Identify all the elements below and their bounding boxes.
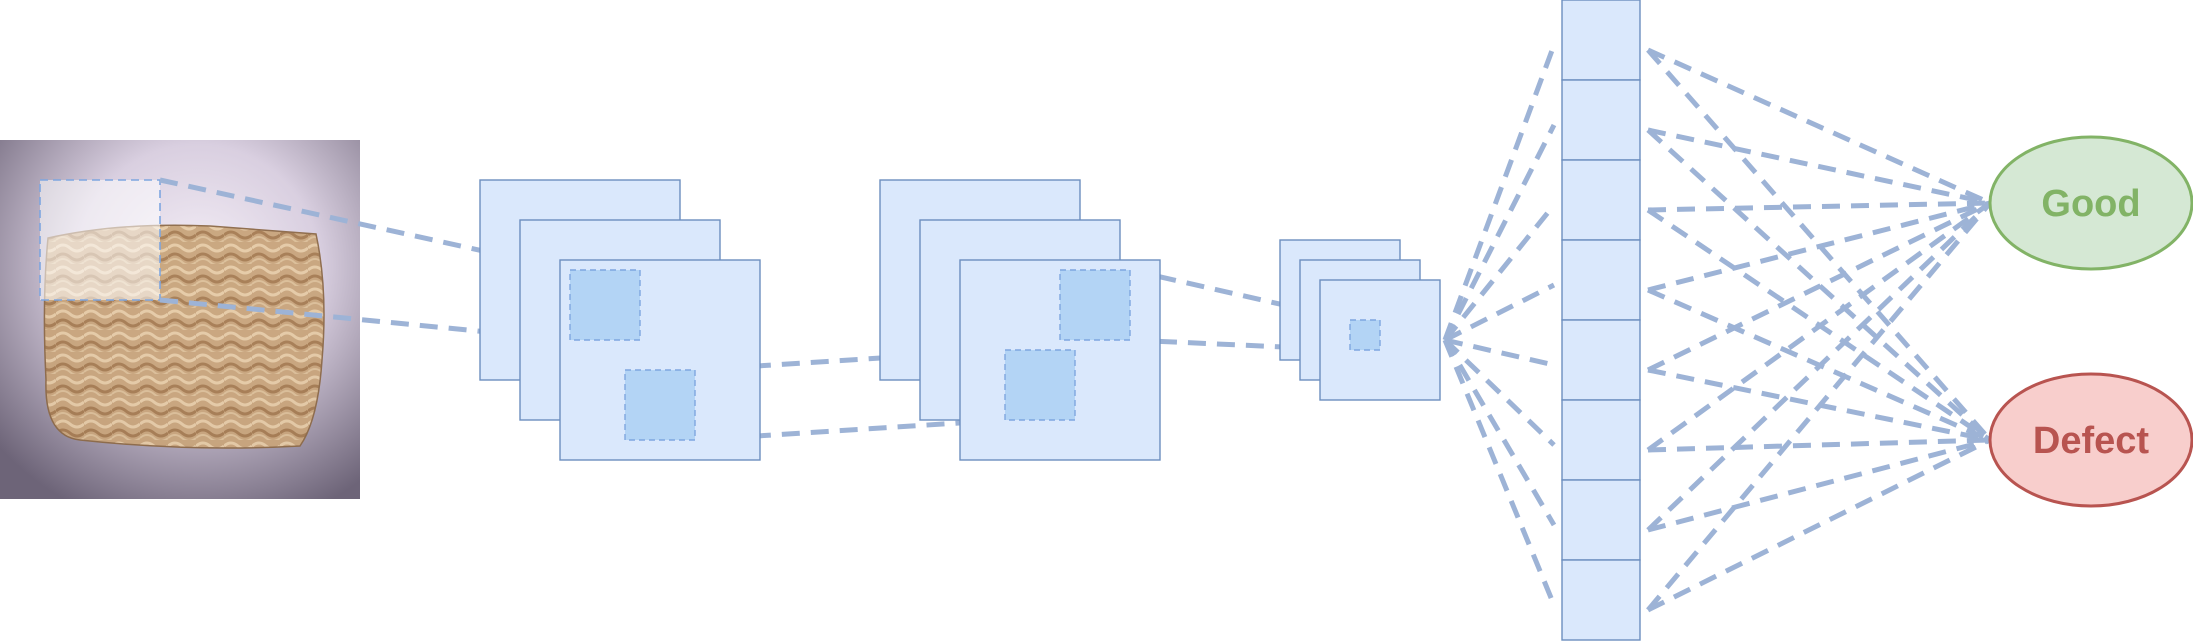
conv-patch: [624, 369, 696, 441]
connection-lines: [159, 44, 1992, 613]
fc-unit: [1561, 399, 1641, 481]
connection-line: [1646, 200, 1992, 373]
connection-line: [1443, 282, 1556, 343]
connection-line: [1646, 437, 1992, 613]
connection-line: [1442, 44, 1557, 341]
good-node: [1988, 135, 2193, 271]
fully-connected-layer: [1561, 0, 1641, 641]
connection-line: [1647, 437, 1991, 533]
fc-unit: [1561, 0, 1641, 81]
connection-line: [1647, 437, 1991, 453]
connection-line: [1442, 123, 1557, 342]
connection-line: [1442, 339, 1557, 606]
connection-line: [694, 347, 1006, 373]
fc-unit: [1561, 559, 1641, 641]
connection-line: [1646, 200, 1992, 453]
fc-unit: [1561, 239, 1641, 321]
input-photo: [0, 140, 360, 499]
fc-unit: [1561, 159, 1641, 241]
connection-line: [694, 417, 1006, 443]
good-label: Good: [2041, 183, 2140, 225]
conv-patch: [1004, 349, 1076, 421]
connection-line: [1646, 128, 1992, 442]
conv-layer-2: [879, 179, 1161, 461]
conv-patch: [1059, 269, 1131, 341]
connection-line: [1647, 200, 1991, 293]
conv-patch: [569, 269, 641, 341]
connection-line: [1647, 200, 1991, 213]
output-good: Good: [1988, 135, 2193, 271]
connection-line: [1442, 338, 1557, 527]
receptive-field-overlay: [39, 179, 161, 301]
conv-layer-3: [1279, 239, 1441, 401]
fc-unit: [1561, 479, 1641, 561]
defect-label: Defect: [2033, 420, 2149, 462]
conv-layer-1: [479, 179, 761, 461]
connection-line: [159, 297, 571, 343]
connection-line: [1444, 337, 1555, 368]
defect-node: [1988, 372, 2193, 508]
conv-patch: [1349, 319, 1381, 351]
connection-line: [1647, 127, 1991, 206]
output-defect: Defect: [1988, 372, 2193, 508]
fc-unit: [1561, 79, 1641, 161]
fc-unit: [1561, 319, 1641, 401]
connection-line: [1646, 201, 1992, 612]
connection-line: [1443, 338, 1556, 447]
connection-line: [1443, 203, 1556, 342]
connection-line: [1646, 201, 1992, 532]
connection-line: [1646, 47, 1992, 206]
